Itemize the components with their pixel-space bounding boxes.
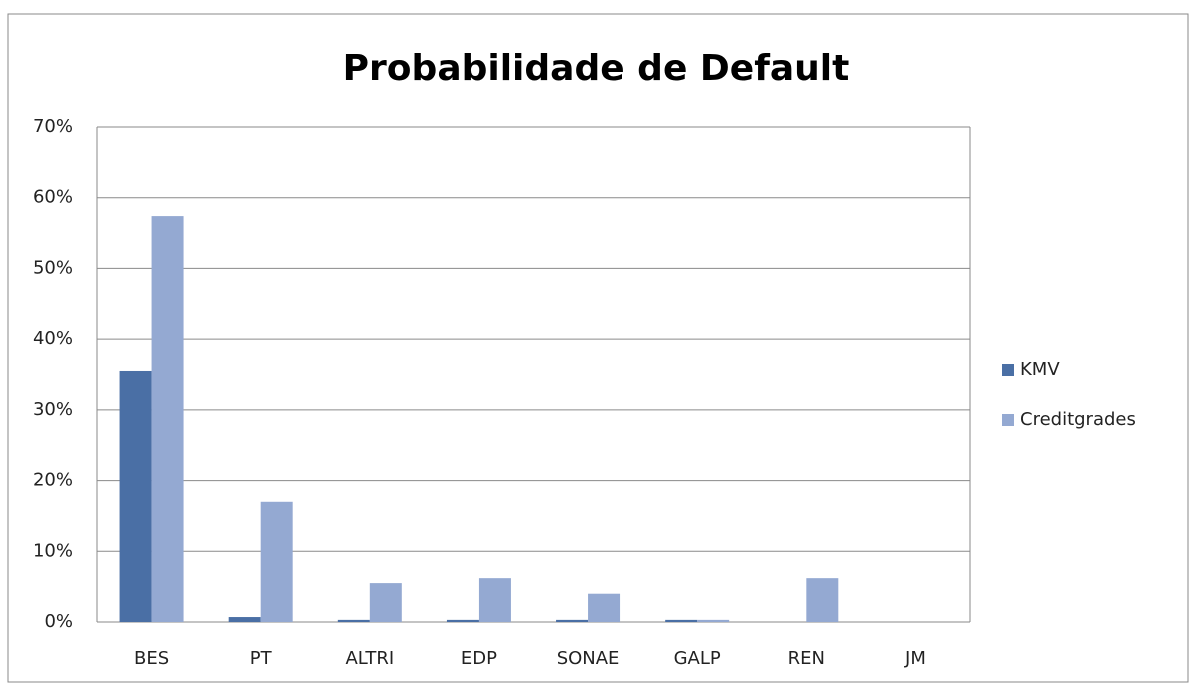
x-tick-label: PT	[250, 648, 273, 669]
y-tick-label: 50%	[33, 257, 73, 278]
legend-swatch	[1002, 364, 1014, 376]
bar	[478, 578, 511, 622]
bar	[369, 583, 402, 622]
legend-label: Creditgrades	[1020, 409, 1136, 430]
bar	[151, 216, 184, 622]
bar	[697, 619, 730, 622]
y-tick-label: 30%	[33, 399, 73, 420]
y-tick-label: 20%	[33, 470, 73, 491]
bar	[228, 617, 261, 622]
bar	[260, 501, 293, 622]
chart-title: Probabilidade de Default	[343, 48, 850, 89]
chart-border	[7, 13, 1189, 683]
bar	[556, 619, 589, 622]
bar	[588, 593, 621, 622]
legend-swatch	[1002, 414, 1014, 426]
bar	[119, 370, 152, 622]
x-tick-label: BES	[134, 648, 169, 669]
bar	[337, 619, 370, 622]
bar	[446, 619, 479, 622]
legend-label: KMV	[1020, 359, 1060, 380]
y-tick-label: 10%	[33, 540, 73, 561]
y-tick-label: 0%	[44, 611, 73, 632]
x-tick-label: ALTRI	[345, 648, 394, 669]
y-tick-label: 40%	[33, 328, 73, 349]
y-tick-label: 70%	[33, 116, 73, 137]
bar	[806, 578, 839, 622]
x-tick-label: GALP	[674, 648, 721, 669]
y-tick-label: 60%	[33, 187, 73, 208]
x-tick-label: SONAE	[557, 648, 620, 669]
bar	[665, 619, 698, 622]
x-tick-label: EDP	[461, 648, 497, 669]
x-tick-label: JM	[904, 648, 926, 669]
x-tick-label: REN	[788, 648, 825, 669]
